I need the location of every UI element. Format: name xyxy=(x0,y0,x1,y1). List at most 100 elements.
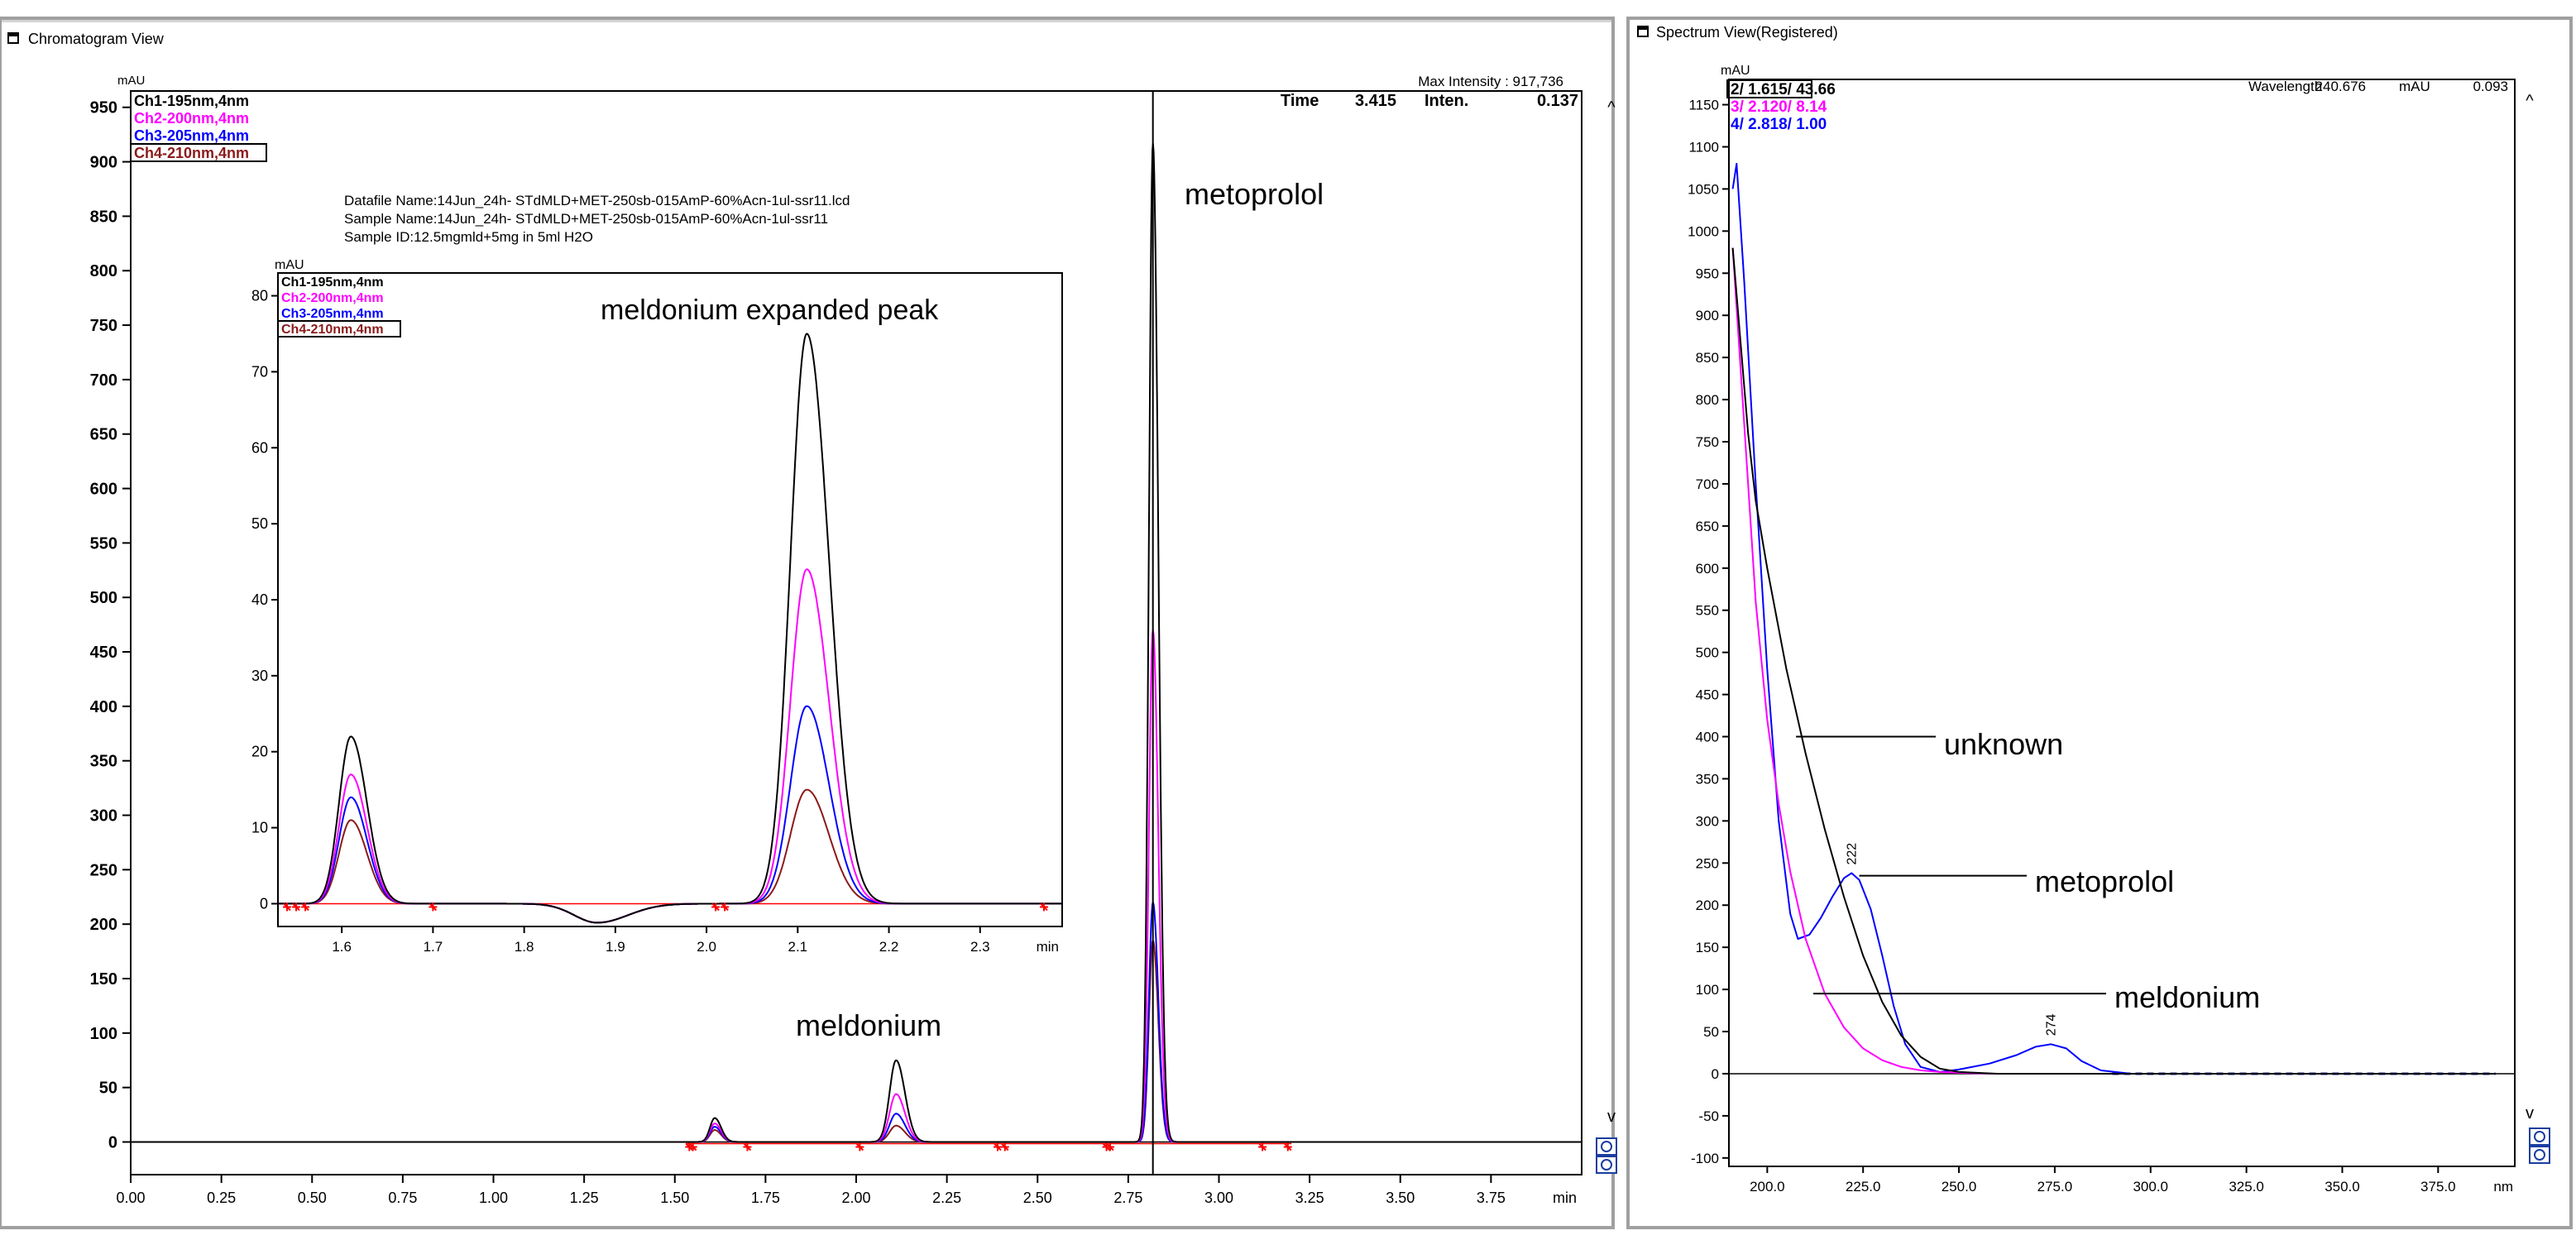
spectrum-y-tick-label: 850 xyxy=(1696,350,1719,366)
chromatogram-x-tick-label: 2.75 xyxy=(1113,1190,1142,1206)
spectrum-zoom-in-icon[interactable] xyxy=(2529,1127,2550,1146)
chromatogram-legend-item: Ch3-205nm,4nm xyxy=(134,127,249,144)
spectrum-y-tick-label: 200 xyxy=(1696,898,1719,913)
spectrum-y-tick-label: 950 xyxy=(1696,266,1719,281)
chromatogram-y-tick-label: 900 xyxy=(90,154,117,172)
chromatogram-x-tick-label: 3.50 xyxy=(1386,1190,1415,1206)
inset-y-unit: mAU xyxy=(275,258,304,272)
inset-y-tick-label: 0 xyxy=(260,895,268,912)
spectrum-plot[interactable]: -100 -50 0 50 100 150 200 250 300 350 400 450 500 550… xyxy=(1688,79,2516,1195)
spectrum-y-tick-label: 1050 xyxy=(1688,181,1719,197)
chromatogram-y-tick-label: 250 xyxy=(90,861,117,879)
spectrum-panel-frame xyxy=(1626,17,2573,1229)
spectrum-y-tick-label: -100 xyxy=(1691,1151,1719,1166)
spectrum-x-tick-label: 200.0 xyxy=(1750,1179,1785,1195)
chromatogram-zoom-in-icon[interactable] xyxy=(1596,1137,1617,1156)
spectrum-scroll-up-icon[interactable]: ^ xyxy=(2526,92,2534,110)
spectrum-zoom-icon[interactable] xyxy=(2529,1127,2550,1164)
spectrum-x-tick-label: 375.0 xyxy=(2420,1179,2456,1195)
spectrum-y-tick-label: 0 xyxy=(1712,1066,1719,1082)
mau-value: 0.093 xyxy=(2473,79,2508,94)
chromatogram-peak-marker xyxy=(994,1142,1002,1151)
sample-name: Sample Name:14Jun_24h- STdMLD+MET-250sb-… xyxy=(344,211,828,227)
inset-y-tick-label: 30 xyxy=(251,668,268,684)
inset-x-tick-label: 2.3 xyxy=(970,939,990,955)
spectrum-zoom-out-icon[interactable] xyxy=(2529,1146,2550,1164)
inset-plot: 0 10 20 30 40 50 60 70 80 1.6 1.7 1.8 1.9 2.0 2.1 2.2 2.… xyxy=(251,275,1062,955)
max-intensity-readout: Max Intensity : 917,736 xyxy=(1418,74,1563,89)
cursor-inten-label: Inten. xyxy=(1424,92,1468,110)
spectrum-y-unit: mAU xyxy=(1721,64,1750,78)
mau-label: mAU xyxy=(2399,79,2430,94)
chromatogram-window-title: Chromatogram View xyxy=(28,31,165,47)
inset-x-tick-label: 2.2 xyxy=(879,939,899,955)
chromatogram-x-tick-label: 3.00 xyxy=(1204,1190,1233,1206)
spectrum-x-tick-label: 225.0 xyxy=(1846,1179,1881,1195)
chromatogram-y-tick-label: 650 xyxy=(90,426,117,444)
chromatogram-y-tick-label: 50 xyxy=(99,1080,117,1098)
spectrum-peak-label-274: 274 xyxy=(2044,1014,2058,1037)
chromatogram-y-tick-label: 950 xyxy=(90,99,117,117)
spectrum-panel: Spectrum View(Registered) mAU Wavelength… xyxy=(1626,17,2573,1229)
chromatogram-x-tick-label: 1.00 xyxy=(479,1190,508,1206)
chromatogram-zoom-out-icon[interactable] xyxy=(1596,1156,1617,1174)
spectrum-x-tick-label: 325.0 xyxy=(2229,1179,2264,1195)
chromatogram-panel-top-rule xyxy=(2,20,1611,22)
wavelength-label: Wavelength xyxy=(2248,79,2322,94)
chromatogram-x-tick-label: 1.50 xyxy=(660,1190,689,1206)
spectrum-y-tick-label: 300 xyxy=(1696,813,1719,829)
spectrum-y-tick-label: 500 xyxy=(1696,645,1719,661)
chromatogram-peak-marker xyxy=(743,1142,752,1151)
spectrum-trace-4/ 2.818/ 1.00 xyxy=(1731,162,2496,1075)
spectrum-y-tick-label: 1150 xyxy=(1688,98,1719,113)
spectrum-y-tick-label: 750 xyxy=(1696,434,1719,450)
chromatogram-zoom-in-glyph xyxy=(1601,1141,1612,1152)
spectrum-y-tick-label: 150 xyxy=(1696,940,1719,955)
datafile-name: Datafile Name:14Jun_24h- STdMLD+MET-250s… xyxy=(344,193,850,208)
chromatogram-trace-Ch1-195nm,4nm xyxy=(131,143,1582,1143)
chromatogram-y-tick-label: 600 xyxy=(90,481,117,499)
chromatogram-y-tick-label: 300 xyxy=(90,807,117,826)
chromatogram-x-tick-label: 1.75 xyxy=(751,1190,780,1206)
inset-x-unit: min xyxy=(1037,939,1059,955)
inset-legend-item: Ch2-200nm,4nm xyxy=(281,291,384,305)
inset-x-tick-label: 1.9 xyxy=(606,939,625,955)
spectrum-legend-1[interactable]: 2/ 1.615/ 43.66 xyxy=(1731,81,1836,98)
spectrum-x-tick-label: 350.0 xyxy=(2325,1179,2360,1195)
inset-x-tick-label: 1.7 xyxy=(424,939,443,955)
chromatogram-y-tick-label: 750 xyxy=(90,317,117,335)
chromatogram-x-tick-label: 0.00 xyxy=(116,1190,145,1206)
chromatogram-scroll-up-icon[interactable]: ^ xyxy=(1607,98,1616,117)
chromatogram-scroll-down-icon[interactable]: v xyxy=(1607,1108,1616,1126)
spectrum-x-tick-label: 250.0 xyxy=(1942,1179,1977,1195)
spectrum-zoom-out-glyph xyxy=(2534,1149,2545,1161)
chromatogram-peak-marker xyxy=(1284,1142,1292,1151)
spectrum-x-unit: nm xyxy=(2493,1179,2513,1195)
chromatogram-x-tick-label: 0.75 xyxy=(388,1190,417,1206)
chromatogram-x-tick-label: 0.25 xyxy=(207,1190,236,1206)
inset-y-tick-label: 60 xyxy=(251,439,268,456)
chromatogram-y-tick-label: 850 xyxy=(90,208,117,226)
spectrum-legend-2[interactable]: 3/ 2.120/ 8.14 xyxy=(1731,98,1827,116)
inset-x-tick-label: 1.8 xyxy=(515,939,534,955)
inset-trace-Ch1-195nm,4nm xyxy=(278,333,1062,924)
spectrum-legend-3[interactable]: 4/ 2.818/ 1.00 xyxy=(1731,116,1827,133)
spectrum-y-tick-label: 600 xyxy=(1696,561,1719,577)
wavelength-value: 240.676 xyxy=(2315,79,2366,94)
chromatogram-plot[interactable]: 0501001502002503003504004505005506006507… xyxy=(90,90,1582,1206)
chromatogram-peak-marker xyxy=(855,1142,864,1151)
spectrum-meldonium-label: meldonium xyxy=(2114,980,2260,1014)
spectrum-y-tick-label: 50 xyxy=(1703,1024,1719,1040)
chromatogram-x-tick-label: 2.50 xyxy=(1023,1190,1052,1206)
spectrum-y-tick-label: 400 xyxy=(1696,730,1719,745)
chromatogram-y-tick-label: 500 xyxy=(90,589,117,607)
spectrum-x-tick-label: 300.0 xyxy=(2133,1179,2168,1195)
chromatogram-zoom-icon[interactable] xyxy=(1596,1137,1617,1174)
chromatogram-y-unit: mAU xyxy=(117,74,145,88)
inset-y-tick-label: 70 xyxy=(251,363,268,380)
chromatogram-y-tick-label: 450 xyxy=(90,644,117,662)
spectrum-scroll-down-icon[interactable]: v xyxy=(2526,1104,2534,1123)
inset-legend-item: Ch1-195nm,4nm xyxy=(281,275,384,290)
